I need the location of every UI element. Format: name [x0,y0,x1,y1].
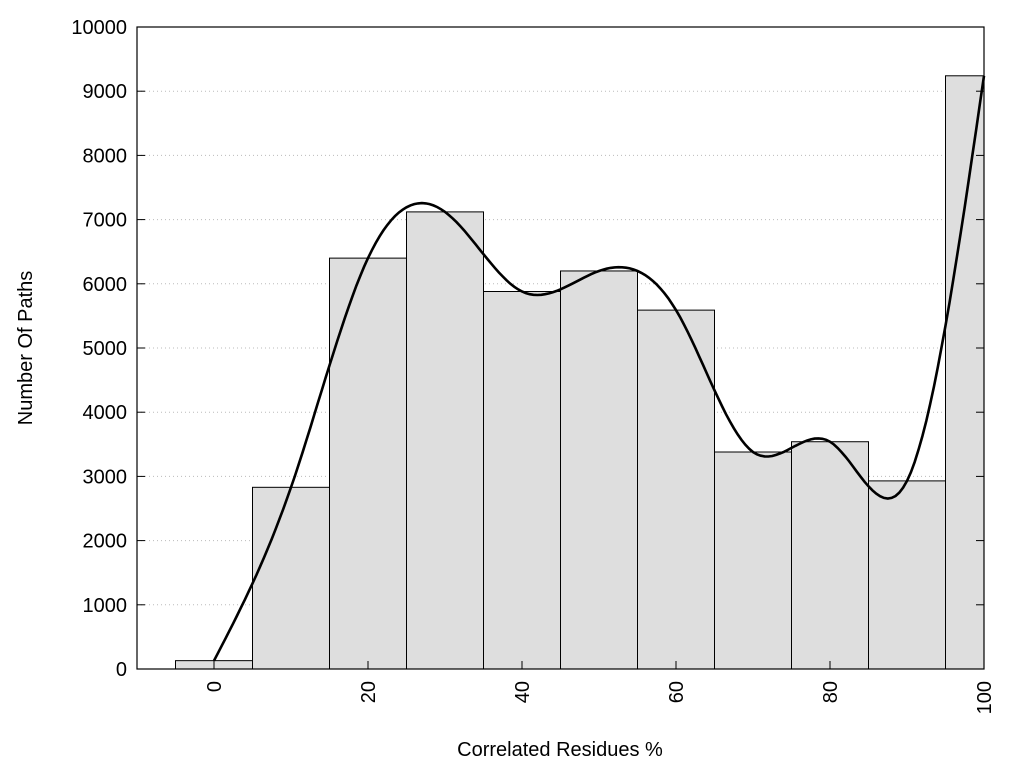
bar [714,451,792,670]
y-axis-label: Number Of Paths [15,271,37,426]
y-tick-label: 0 [116,659,127,681]
y-tick-label: 6000 [83,274,128,296]
y-tick-label: 10000 [71,17,127,39]
bar [252,486,330,670]
bars [175,75,985,670]
bar [945,75,985,670]
y-tick-label: 9000 [83,81,128,103]
x-tick-label: 100 [974,681,996,714]
y-tick-label: 5000 [83,338,128,360]
bar [483,291,561,670]
y-tick-label: 4000 [83,402,128,424]
x-tick-label: 0 [204,681,226,692]
bar [560,270,638,670]
bar [406,211,484,670]
x-tick-label: 40 [512,681,534,703]
x-axis: 0 20 40 60 80 100 [204,661,996,714]
bar [791,441,869,670]
x-axis-label: Correlated Residues % [457,739,663,761]
bar [329,257,407,670]
bar [868,480,946,670]
y-tick-label: 3000 [83,466,128,488]
y-tick-label: 2000 [83,531,128,553]
x-tick-label: 20 [358,681,380,703]
y-axis: 0 1000 2000 3000 4000 5000 6000 7000 8000 9000 100… [71,17,984,681]
x-tick-label: 60 [666,681,688,703]
smoothed-line [212,75,986,662]
x-tick-label: 80 [820,681,842,703]
y-tick-label: 8000 [83,145,128,167]
y-tick-label: 7000 [83,210,128,232]
y-tick-label: 1000 [83,595,128,617]
